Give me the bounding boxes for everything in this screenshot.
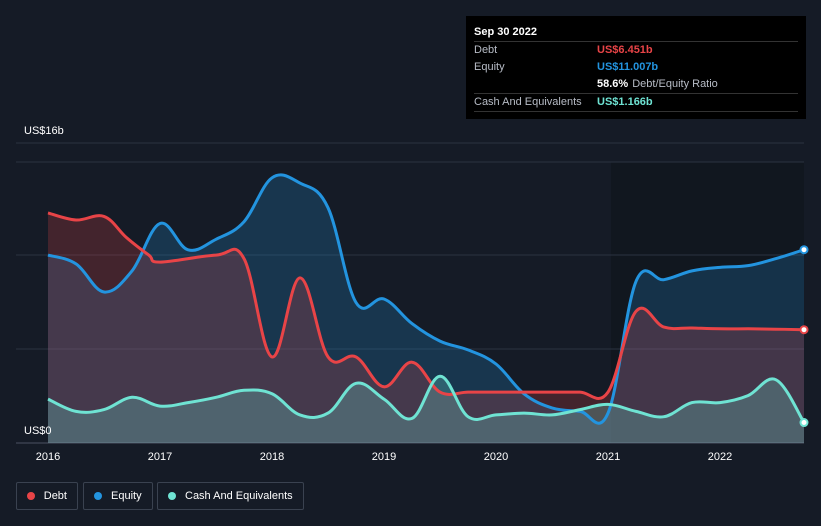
debt-dot-icon — [27, 492, 35, 500]
tooltip-panel: Sep 30 2022 Debt US$6.451b Equity US$11.… — [466, 16, 806, 119]
legend-cash[interactable]: Cash And Equivalents — [157, 482, 304, 510]
tooltip-ratio-value: 58.6% — [597, 78, 629, 90]
cash-dot-icon — [168, 492, 176, 500]
legend-equity-label: Equity — [111, 490, 142, 502]
x-tick-label: 2021 — [595, 451, 621, 463]
x-tick-label: 2016 — [35, 451, 61, 463]
tooltip-equity-label: Equity — [474, 61, 505, 73]
tooltip-cash-label: Cash And Equivalents — [474, 96, 582, 108]
tooltip-debt-value: US$6.451b — [597, 44, 653, 56]
x-tick-label: 2020 — [483, 451, 509, 463]
y-axis-bottom-label: US$0 — [24, 425, 52, 437]
x-tick-label: 2022 — [707, 451, 733, 463]
legend-equity[interactable]: Equity — [83, 482, 153, 510]
tooltip-date: Sep 30 2022 — [474, 26, 537, 38]
equity-dot-icon — [94, 492, 102, 500]
tooltip-ratio-suffix: Debt/Equity Ratio — [632, 78, 718, 90]
tooltip-row-ratio: 58.6% Debt/Equity Ratio — [474, 76, 798, 93]
debt-end-point[interactable] — [799, 325, 809, 335]
debt-line — [47, 211, 805, 400]
cash-area — [48, 376, 804, 443]
cash-end-point[interactable] — [799, 418, 809, 428]
equity-end-point[interactable] — [799, 245, 809, 255]
cash-line — [47, 374, 806, 424]
tooltip-row-debt: Debt US$6.451b — [474, 41, 798, 59]
x-tick-label: 2017 — [147, 451, 173, 463]
tooltip-debt-label: Debt — [474, 44, 498, 56]
tooltip-ratio-label — [474, 76, 597, 93]
legend-debt[interactable]: Debt — [16, 482, 78, 510]
tooltip-equity-value: US$11.007b — [597, 61, 659, 73]
y-axis-top-label: US$16b — [24, 125, 64, 137]
legend-debt-label: Debt — [43, 490, 67, 502]
plot-highlight-area — [611, 162, 804, 443]
x-tick-label: 2019 — [371, 451, 397, 463]
equity-line — [47, 173, 805, 425]
tooltip-cash-value: US$1.166b — [597, 96, 653, 108]
series-layer — [47, 173, 809, 444]
x-tick-label: 2018 — [259, 451, 285, 463]
equity-area — [48, 174, 804, 444]
legend-cash-label: Cash And Equivalents — [185, 490, 293, 502]
tooltip-row-cash: Cash And Equivalents US$1.166b — [474, 93, 798, 112]
tooltip-row-equity: Equity US$11.007b — [474, 59, 798, 76]
